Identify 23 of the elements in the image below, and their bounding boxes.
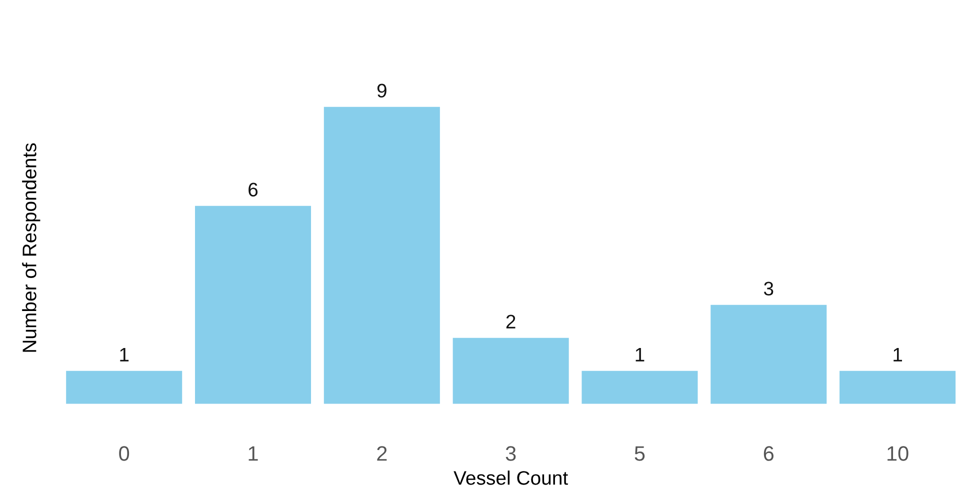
x-tick-label: 2 (377, 446, 387, 461)
data-label: 2 (506, 314, 516, 328)
bar (710, 304, 827, 404)
bar (840, 370, 956, 404)
bar (452, 338, 569, 404)
x-tick-label: 1 (248, 446, 258, 461)
bar (582, 370, 698, 404)
data-label: 6 (248, 182, 258, 197)
data-label: 9 (377, 84, 386, 98)
bar (194, 206, 312, 404)
y-axis-title: Number of Respondents (22, 143, 40, 352)
bar (324, 106, 440, 404)
data-label: 3 (764, 282, 774, 296)
x-tick-label: 6 (764, 446, 774, 461)
x-axis-title: Vessel Count (454, 470, 568, 485)
bar (66, 370, 182, 404)
x-tick-label: 0 (119, 446, 130, 461)
data-label: 1 (894, 348, 902, 362)
x-tick-label: 3 (506, 446, 516, 461)
data-label: 1 (636, 348, 644, 362)
data-label: 1 (120, 348, 129, 362)
x-tick-label: 10 (888, 446, 908, 461)
x-tick-label: 5 (634, 446, 645, 461)
